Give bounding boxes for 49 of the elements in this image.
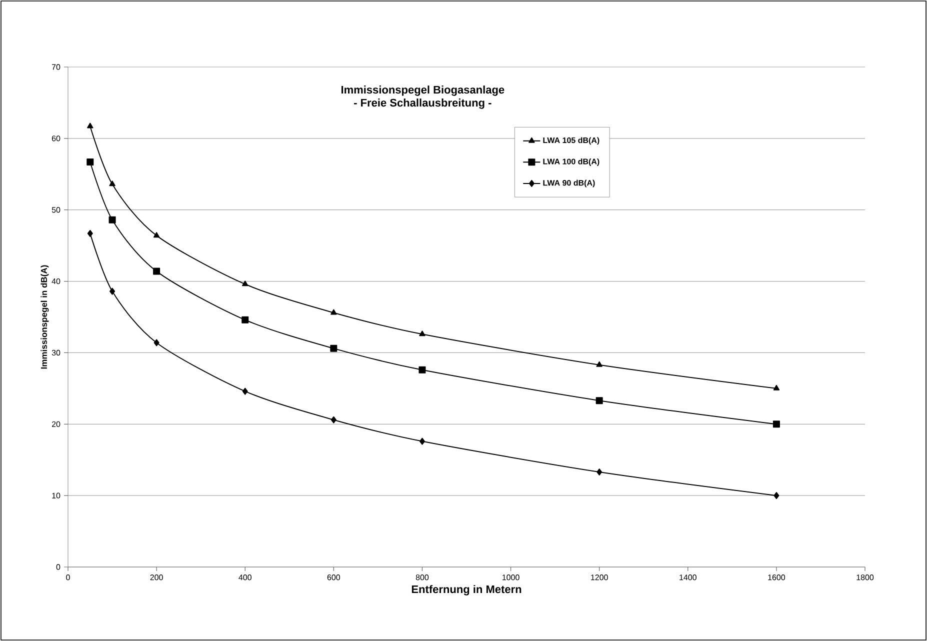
- point: [774, 492, 780, 500]
- x-tick-label: 1400: [680, 574, 696, 580]
- y-tick-label: 0: [56, 564, 60, 570]
- x-tick-label: 1600: [768, 574, 786, 580]
- x-tick-label: 0: [66, 574, 70, 580]
- point: [419, 330, 426, 336]
- legend-label: LWA 105 dB(A): [543, 137, 600, 145]
- x-tick-label: 1800: [856, 574, 874, 580]
- point: [596, 361, 602, 367]
- y-tick-label: 70: [52, 64, 60, 70]
- y-tick-label: 60: [52, 136, 60, 142]
- y-tick-label: 30: [52, 350, 60, 356]
- y-tick-label: 50: [52, 207, 60, 213]
- point: [242, 316, 249, 324]
- point: [242, 388, 248, 395]
- x-tick-label: 600: [327, 574, 340, 580]
- point: [330, 309, 337, 315]
- y-tick-label: 40: [52, 278, 60, 284]
- point: [772, 420, 780, 428]
- y-axis-title: Immissionspegel in dB(A): [40, 265, 49, 369]
- x-tick-label: 1000: [502, 574, 520, 580]
- text: Immissionspegel Biogasanlage: [341, 86, 504, 96]
- text: - Freie Schallausbreitung -: [354, 98, 492, 109]
- point: [596, 468, 602, 476]
- y-tick-label: 20: [52, 421, 60, 427]
- legend-label: LWA 90 dB(A): [543, 180, 595, 188]
- x-axis-title: Entfernung in Metern: [412, 585, 522, 596]
- point: [110, 288, 116, 295]
- point: [109, 180, 116, 186]
- point: [153, 268, 160, 275]
- x-tick-label: 1200: [591, 574, 608, 580]
- point: [87, 122, 94, 128]
- point: [87, 230, 93, 237]
- y-tick-label: 10: [52, 492, 60, 498]
- point: [419, 438, 425, 445]
- legend-label: LWA 100 dB(A): [543, 158, 600, 166]
- point: [596, 397, 603, 404]
- point: [418, 366, 426, 374]
- point: [242, 280, 248, 286]
- point: [330, 344, 338, 352]
- point: [153, 232, 160, 238]
- point: [108, 216, 116, 224]
- point: [86, 158, 94, 166]
- x-tick-label: 400: [238, 574, 252, 580]
- x-tick-label: 800: [416, 574, 429, 580]
- x-tick-label: 200: [150, 574, 163, 580]
- point: [330, 416, 336, 424]
- point: [773, 384, 780, 390]
- point: [154, 339, 160, 346]
